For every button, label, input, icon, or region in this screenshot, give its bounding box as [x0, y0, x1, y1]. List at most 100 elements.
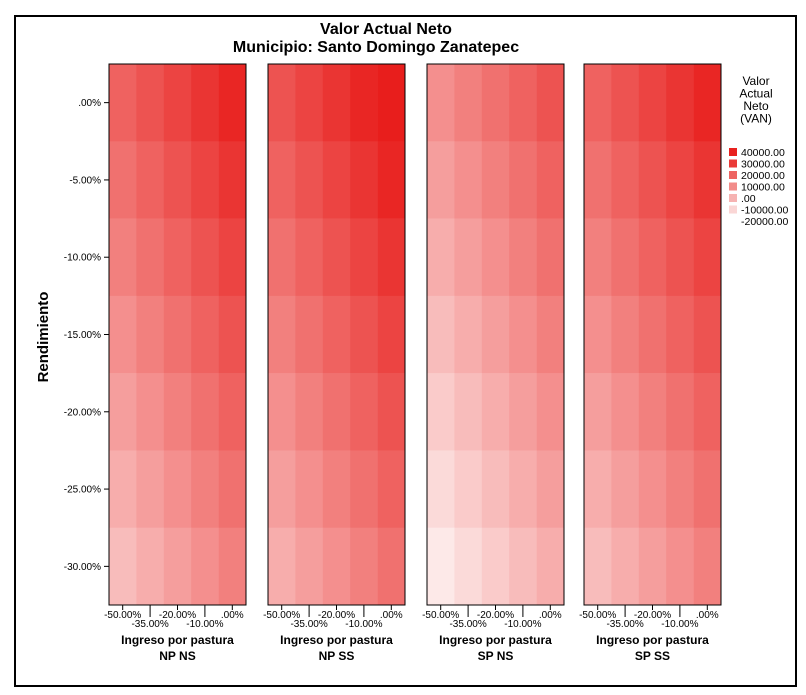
heatmap-cell [584, 64, 612, 142]
x-axis-label: Ingreso por pastura [596, 633, 709, 647]
legend-label: -20000.00 [741, 216, 788, 228]
y-tick-label: -30.00% [64, 562, 101, 573]
heatmap-cell [693, 64, 722, 142]
x-tick-label: -50.00% [104, 610, 141, 621]
heatmap-cell [509, 373, 537, 451]
heatmap-cell [481, 295, 510, 374]
heatmap-cell [350, 527, 378, 606]
heatmap-cell [454, 295, 483, 374]
heatmap-cell [295, 218, 324, 297]
heatmap-cell [584, 141, 612, 219]
heatmap-cell [638, 141, 667, 219]
heatmap-cell [136, 373, 165, 451]
legend-swatch [729, 159, 737, 168]
heatmap-cell [536, 450, 565, 529]
heatmap-cell [481, 218, 510, 297]
heatmap-cell [377, 373, 406, 451]
heatmap-cell [509, 527, 537, 606]
y-axis-ticks: .00% -5.00% -10.00% -15.00% -20.00% -25.00% -3… [64, 98, 109, 573]
heatmap-cell [693, 373, 722, 451]
heatmap-cell [377, 450, 406, 529]
heatmap-cell [454, 218, 483, 297]
x-tick-label: -10.00% [504, 619, 541, 630]
heatmap-cell [191, 218, 219, 297]
heatmap-cell [295, 527, 324, 606]
heatmap-cell [163, 527, 192, 606]
heatmap-panel: -50.00%-35.00%-20.00%-10.00%.00% Ingreso … [422, 63, 565, 663]
heatmap-cell [427, 141, 455, 219]
y-tick-label: -15.00% [64, 330, 101, 341]
heatmap-cell [163, 141, 192, 219]
heatmap-cell [509, 450, 537, 529]
heatmap-cell [481, 527, 510, 606]
heatmap-cell [377, 64, 406, 142]
heatmap-cell [611, 373, 640, 451]
heatmap-cell [295, 295, 324, 374]
heatmap-cell [136, 450, 165, 529]
heatmap-cell [191, 373, 219, 451]
x-tick-label: -20.00% [477, 610, 514, 621]
heatmap-cell [136, 295, 165, 374]
heatmap-cell [427, 295, 455, 374]
heatmap-panels: -50.00%-35.00%-20.00%-10.00%.00%Ingreso … [104, 63, 722, 663]
heatmap-cell [584, 527, 612, 606]
heatmap-cell [163, 295, 192, 374]
heatmap-cell [295, 141, 324, 219]
heatmap-cell [322, 373, 351, 451]
heatmap-cell [322, 218, 351, 297]
heatmap-cell [268, 527, 296, 606]
legend-label: -10000.00 [741, 205, 788, 217]
heatmap-cell [427, 218, 455, 297]
heatmap-cell [218, 64, 247, 142]
heatmap-cell [377, 218, 406, 297]
panel-label: SP NS [478, 649, 514, 663]
heatmap-cell [611, 295, 640, 374]
heatmap-cell [454, 450, 483, 529]
heatmap-cell [481, 64, 510, 142]
heatmap-cell [268, 141, 296, 219]
x-axis-label: Ingreso por pastura [121, 633, 234, 647]
heatmap-cell [322, 450, 351, 529]
y-tick-label: -20.00% [64, 407, 101, 418]
heatmap-cell [536, 295, 565, 374]
heatmap-cell [454, 373, 483, 451]
heatmap-cell [481, 450, 510, 529]
heatmap-cell [268, 373, 296, 451]
heatmap-cell [693, 527, 722, 606]
heatmap-cell [350, 64, 378, 142]
heatmap-cell [584, 295, 612, 374]
x-tick-label: -35.00% [449, 619, 486, 630]
heatmap-cell [666, 218, 694, 297]
heatmap-cell [109, 64, 137, 142]
heatmap-panel: -50.00%-35.00%-20.00%-10.00%.00% Ingreso … [263, 63, 406, 663]
heatmap-cell [136, 218, 165, 297]
heatmap-cell [509, 218, 537, 297]
x-tick-label: -50.00% [422, 610, 459, 621]
heatmap-cell [295, 64, 324, 142]
x-tick-label: .00% [380, 610, 403, 621]
heatmap-cell [584, 373, 612, 451]
heatmap-cell [693, 218, 722, 297]
legend-label: 20000.00 [741, 170, 785, 182]
heatmap-cell [638, 527, 667, 606]
heatmap-cell [191, 450, 219, 529]
legend-swatch [729, 205, 737, 214]
heatmap-cell [191, 527, 219, 606]
heatmap-cell [136, 64, 165, 142]
legend-swatch [729, 182, 737, 191]
heatmap-cell [218, 218, 247, 297]
heatmap-cell [136, 527, 165, 606]
heatmap-cell [454, 141, 483, 219]
x-tick-label: -20.00% [634, 610, 671, 621]
heatmap-cell [350, 373, 378, 451]
heatmap-cell [481, 373, 510, 451]
heatmap-cell [666, 450, 694, 529]
heatmap-cell [536, 527, 565, 606]
heatmap-cell [350, 450, 378, 529]
heatmap-chart: Valor Actual Neto Municipio: Santo Domin… [35, 21, 788, 663]
chart-frame: Valor Actual Neto Municipio: Santo Domin… [14, 15, 797, 687]
legend-title-line: Actual [739, 87, 772, 101]
heatmap-cell [427, 527, 455, 606]
heatmap-cell [109, 373, 137, 451]
